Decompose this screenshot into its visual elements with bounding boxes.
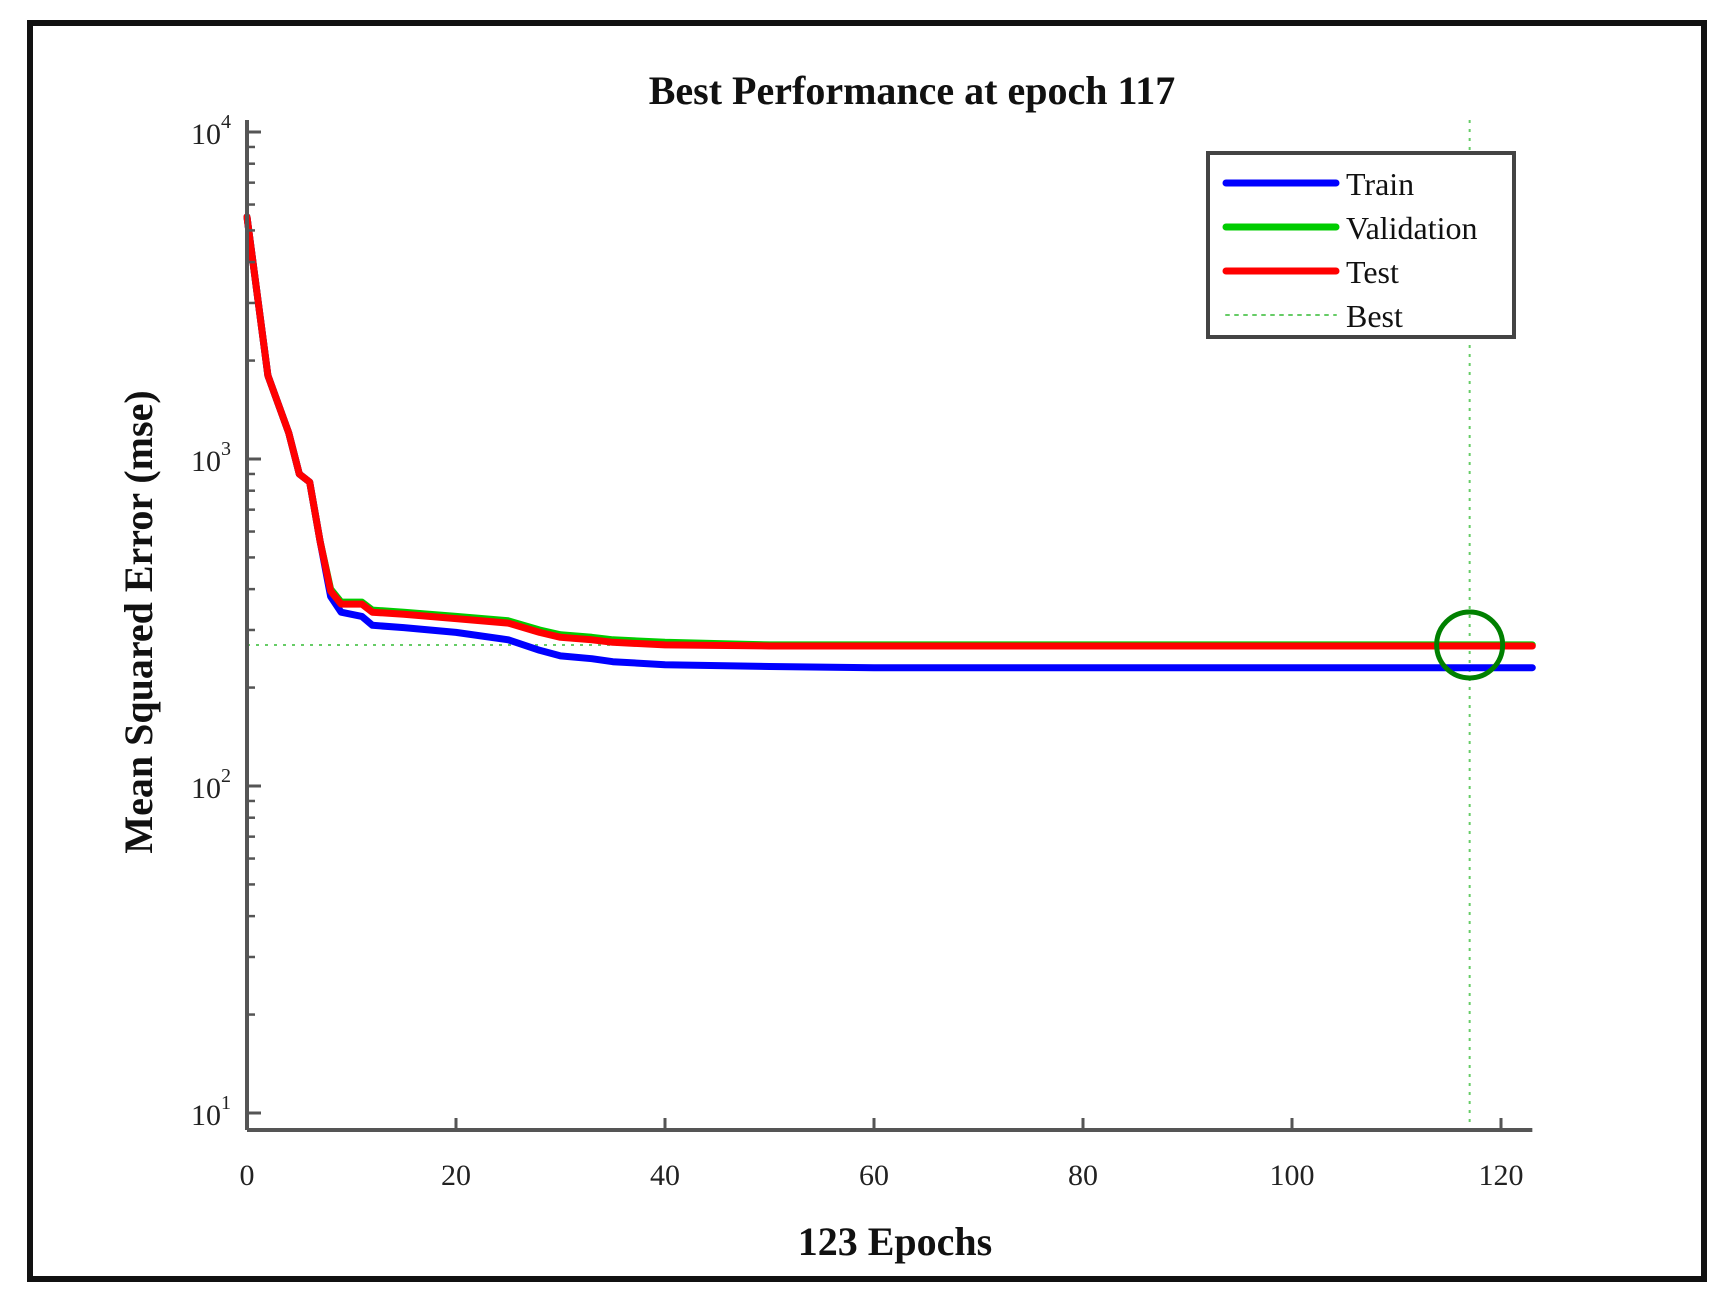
y-tick-label: 103 [191, 438, 231, 478]
x-axis-label: 123 Epochs [798, 1219, 993, 1264]
legend-label-validation: Validation [1346, 210, 1478, 246]
y-axis-ticks: 101 102 103 104 [191, 111, 261, 1132]
legend-label-test: Test [1346, 254, 1399, 290]
legend-label-train: Train [1346, 166, 1414, 202]
y-tick-label: 104 [191, 111, 231, 151]
legend: Train Validation Test Best [1206, 151, 1516, 339]
series-test [243, 213, 1536, 650]
legend-label-best: Best [1346, 298, 1403, 334]
y-tick-label: 101 [191, 1092, 231, 1132]
x-tick-label: 20 [441, 1159, 471, 1192]
x-tick-label: 100 [1270, 1159, 1315, 1192]
x-axis-ticks: 0 20 40 60 80 100 120 [240, 1118, 1524, 1192]
x-tick-label: 0 [240, 1159, 255, 1192]
x-tick-label: 120 [1479, 1159, 1524, 1192]
y-axis-label: Mean Squared Error (mse) [116, 390, 161, 853]
y-tick-label: 102 [191, 765, 231, 805]
best-marker-icon [1434, 609, 1506, 681]
x-tick-label: 40 [650, 1159, 680, 1192]
chart-title: Best Performance at epoch 117 [649, 68, 1176, 113]
x-tick-label: 80 [1068, 1159, 1098, 1192]
axes [245, 120, 1533, 1132]
x-tick-label: 60 [859, 1159, 889, 1192]
series-lines [243, 213, 1536, 672]
best-circle [1434, 609, 1506, 681]
